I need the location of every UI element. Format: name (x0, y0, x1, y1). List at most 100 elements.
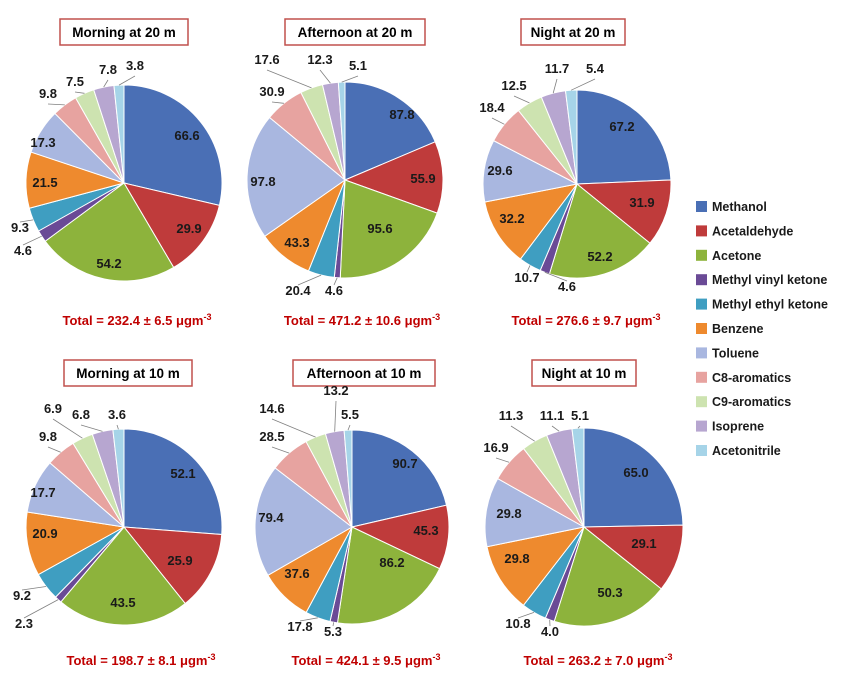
pie-panel-2: Afternoon at 20 m 87.8 55.9 95.6 4.6 20.4 43.3… (246, 18, 444, 328)
data-label: 18.4 (479, 100, 505, 115)
data-label: 2.3 (15, 616, 33, 631)
leader-line (333, 277, 338, 286)
legend-swatch (696, 420, 707, 432)
data-label: 97.8 (250, 174, 275, 189)
leader-line (74, 91, 85, 94)
data-label: 79.4 (258, 510, 284, 525)
data-label: 28.5 (259, 429, 284, 444)
data-label: 52.2 (587, 249, 612, 264)
pie-slice-methanol (576, 89, 672, 185)
pie-slice-acetaldehyde (575, 179, 672, 244)
data-label: 17.8 (287, 619, 312, 634)
data-label: 20.9 (32, 526, 57, 541)
leader-line (341, 75, 359, 83)
pie-slice-methanol (351, 429, 448, 528)
legend-swatch (696, 445, 707, 456)
data-label: 3.8 (126, 58, 144, 73)
leader-line (103, 79, 109, 88)
pie-slice-acetone (339, 179, 438, 279)
leader-line (526, 265, 531, 273)
data-label: 5.1 (571, 408, 589, 423)
pie-slice-acetaldehyde (582, 524, 684, 590)
pie-total-main: Total = 471.2 ± 10.6 μgm (284, 313, 432, 328)
data-label: 30.9 (259, 84, 284, 99)
data-label: 20.4 (285, 283, 311, 298)
data-label: 55.9 (410, 171, 435, 186)
pie-slice-acetone (553, 526, 662, 627)
leader-line (544, 271, 568, 282)
data-label: 4.6 (325, 283, 343, 298)
pie-slice-methanol (123, 428, 223, 536)
leader-line (47, 446, 61, 453)
pie-panel-6: Night at 10 m 65.0 29.1 50.3 4.0 10.8 29.8 29.8… (483, 359, 684, 668)
pie-slice-acetonitrile (337, 81, 346, 181)
leader-line (551, 425, 560, 432)
data-label: 66.6 (174, 128, 199, 143)
data-label: 25.9 (167, 553, 192, 568)
data-label: 95.6 (367, 221, 392, 236)
legend-swatch (696, 298, 707, 310)
data-label: 45.3 (413, 523, 438, 538)
data-label: 17.7 (30, 485, 55, 500)
leader-line (271, 101, 284, 104)
data-label: 13.2 (323, 383, 348, 398)
data-label: 50.3 (597, 585, 622, 600)
data-label: 90.7 (392, 456, 417, 471)
pie-title-box (520, 18, 626, 46)
data-label: 37.6 (284, 566, 309, 581)
pie-title: Afternoon at 10 m (307, 366, 422, 381)
legend-swatch (696, 201, 707, 212)
legend-label: C9-aromatics (712, 395, 791, 409)
leader-line (118, 75, 136, 86)
data-label: 9.8 (39, 429, 57, 444)
leader-line (299, 617, 318, 622)
pie-slice-benzene (484, 183, 579, 260)
legend-swatch (696, 249, 707, 261)
legend-label: Acetone (712, 249, 761, 263)
leader-line (510, 425, 535, 442)
leader-line (517, 612, 535, 619)
data-label: 5.3 (324, 624, 342, 639)
leader-line (552, 78, 558, 94)
data-label: 5.5 (341, 407, 359, 422)
pie-total: Total = 198.7 ± 8.1 μgm-3 (67, 652, 216, 668)
data-label: 54.2 (96, 256, 121, 271)
data-label: 6.8 (72, 407, 90, 422)
pie-total: Total = 263.2 ± 7.0 μgm-3 (524, 652, 673, 668)
leader-line (52, 418, 83, 439)
data-label: 9.3 (11, 220, 29, 235)
leader-line (266, 69, 312, 89)
legend-label: Acetonitrile (712, 444, 781, 458)
data-label: 12.3 (307, 52, 332, 67)
data-label: 7.8 (99, 62, 117, 77)
data-label: 52.1 (170, 466, 195, 481)
data-label: 9.2 (13, 588, 31, 603)
legend-label: Methyl ethyl ketone (712, 298, 828, 312)
pie-slice-toluene (484, 477, 586, 548)
pie-slice-methanol (123, 84, 223, 207)
pie-total: Total = 424.1 ± 9.5 μgm-3 (292, 652, 441, 668)
pie-slice-acetone (336, 526, 441, 625)
pie-total: Total = 471.2 ± 10.6 μgm-3 (284, 312, 440, 328)
legend-swatch (696, 225, 707, 237)
pie-slice-acetaldehyde (343, 141, 444, 214)
pie-panel-3: Night at 20 m 67.2 31.9 52.2 4.6 10.7 32.2 29.6… (479, 18, 672, 328)
pie-title: Afternoon at 20 m (298, 25, 413, 40)
data-label: 5.1 (349, 58, 367, 73)
data-label: 14.6 (259, 401, 284, 416)
pie-slice-acetaldehyde (122, 182, 221, 269)
pie-title-box (63, 359, 193, 387)
legend: Methanol Acetaldehyde Acetone Methyl vinyl … (696, 200, 828, 458)
leader-line (22, 235, 42, 246)
data-label: 87.8 (389, 107, 414, 122)
legend-label: Benzene (712, 322, 763, 336)
pie-title-box (284, 18, 426, 46)
pie-total-exponent: -3 (652, 312, 660, 322)
leader-line (319, 69, 331, 84)
pie-panel-4: Morning at 10 m 52.1 25.9 43.5 2.3 9.2 20.9 17.… (13, 359, 223, 668)
pie-total-exponent: -3 (203, 312, 211, 322)
data-label: 5.4 (586, 61, 605, 76)
leader-line (23, 599, 59, 619)
leader-line (297, 274, 322, 286)
data-label: 86.2 (379, 555, 404, 570)
